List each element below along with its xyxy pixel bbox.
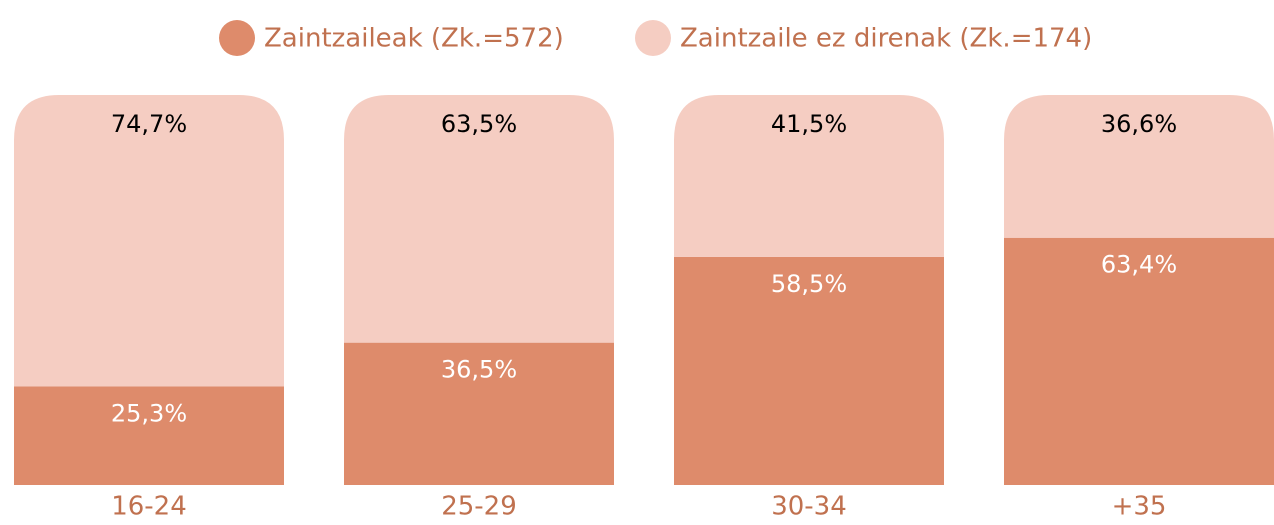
value-label: 36,6% xyxy=(1101,110,1177,138)
bar-segment xyxy=(344,95,614,343)
value-label: 36,5% xyxy=(441,356,517,384)
value-label: 63,4% xyxy=(1101,251,1177,279)
x-tick-label: 30-34 xyxy=(771,492,847,522)
legend-label: Zaintzaile ez direnak (Zk.=174) xyxy=(680,24,1092,54)
bar-segment xyxy=(1004,95,1274,238)
value-label: 63,5% xyxy=(441,110,517,138)
value-label: 74,7% xyxy=(111,110,187,138)
bar-segment xyxy=(674,256,944,485)
x-tick-label: +35 xyxy=(1112,492,1167,522)
bar-segment xyxy=(344,342,614,485)
x-tick-label: 25-29 xyxy=(441,492,517,522)
x-tick-label: 16-24 xyxy=(111,492,187,522)
legend-swatch xyxy=(219,20,255,56)
legend-swatch xyxy=(635,20,671,56)
bar-segment xyxy=(674,95,944,257)
legend-label: Zaintzaileak (Zk.=572) xyxy=(264,24,564,54)
value-label: 25,3% xyxy=(111,399,187,427)
bar-segment xyxy=(14,386,284,485)
value-label: 58,5% xyxy=(771,270,847,298)
bar-segment xyxy=(1004,237,1274,485)
bar-segment xyxy=(14,95,284,387)
value-label: 41,5% xyxy=(771,110,847,138)
